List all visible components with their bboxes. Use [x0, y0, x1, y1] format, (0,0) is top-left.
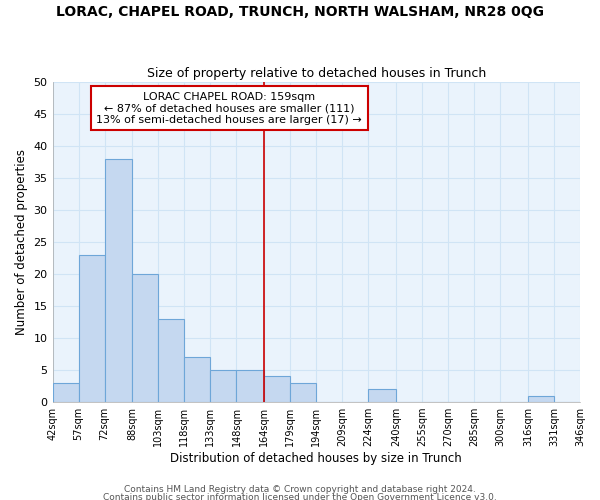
Bar — [104, 159, 133, 402]
Bar — [158, 319, 184, 402]
Bar — [184, 358, 211, 402]
X-axis label: Distribution of detached houses by size in Trunch: Distribution of detached houses by size … — [170, 452, 462, 465]
Bar — [211, 370, 236, 402]
Y-axis label: Number of detached properties: Number of detached properties — [15, 149, 28, 335]
Bar — [528, 396, 554, 402]
Bar — [290, 383, 316, 402]
Text: LORAC, CHAPEL ROAD, TRUNCH, NORTH WALSHAM, NR28 0QG: LORAC, CHAPEL ROAD, TRUNCH, NORTH WALSHA… — [56, 5, 544, 19]
Bar — [79, 255, 104, 402]
Bar — [264, 376, 290, 402]
Text: LORAC CHAPEL ROAD: 159sqm
← 87% of detached houses are smaller (111)
13% of semi: LORAC CHAPEL ROAD: 159sqm ← 87% of detac… — [97, 92, 362, 125]
Bar — [236, 370, 264, 402]
Text: Contains public sector information licensed under the Open Government Licence v3: Contains public sector information licen… — [103, 492, 497, 500]
Bar — [368, 390, 396, 402]
Title: Size of property relative to detached houses in Trunch: Size of property relative to detached ho… — [146, 66, 486, 80]
Bar — [133, 274, 158, 402]
Text: Contains HM Land Registry data © Crown copyright and database right 2024.: Contains HM Land Registry data © Crown c… — [124, 486, 476, 494]
Bar — [53, 383, 79, 402]
